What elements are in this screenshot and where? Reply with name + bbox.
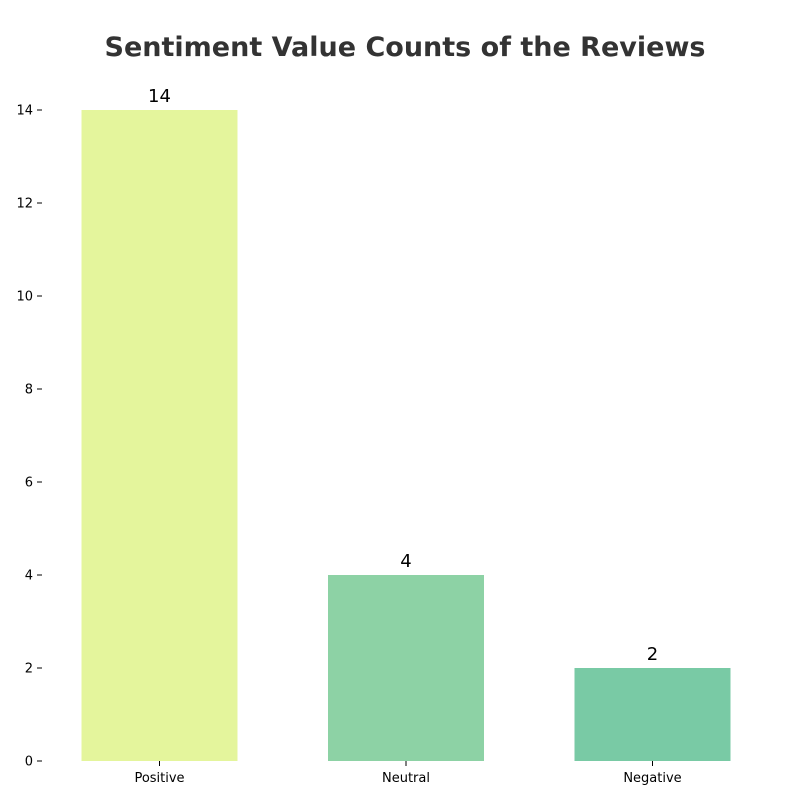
x-tick-label-neutral: Neutral <box>382 771 430 786</box>
data-label-positive: 14 <box>148 86 171 107</box>
y-tick-label: 2 <box>25 662 33 677</box>
chart-title: Sentiment Value Counts of the Reviews <box>105 32 706 63</box>
y-tick-label: 0 <box>25 755 33 770</box>
y-tick-label: 4 <box>25 569 33 584</box>
y-tick-label: 10 <box>16 290 33 305</box>
data-labels-group: 14 4 2 <box>148 86 658 665</box>
y-tick-label: 8 <box>25 383 33 398</box>
data-label-negative: 2 <box>647 644 658 665</box>
data-label-neutral: 4 <box>400 551 411 572</box>
bars-group <box>81 110 731 761</box>
y-tick-label: 14 <box>16 104 33 119</box>
x-tick-label-negative: Negative <box>623 771 681 786</box>
bar-negative <box>574 668 731 761</box>
bar-positive <box>81 110 238 761</box>
x-tick-label-positive: Positive <box>134 771 184 786</box>
x-axis: Positive Neutral Negative <box>134 761 682 786</box>
y-tick-label: 6 <box>25 476 33 491</box>
y-tick-label: 12 <box>16 197 33 212</box>
y-axis: 0 2 4 6 8 10 12 14 <box>16 104 42 770</box>
bar-neutral <box>328 575 484 761</box>
